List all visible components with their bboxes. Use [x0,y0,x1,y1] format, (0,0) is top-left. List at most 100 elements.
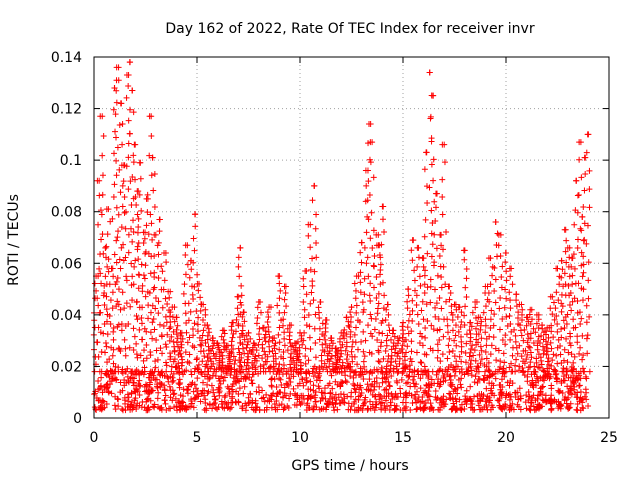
spike-point [312,340,319,347]
spike-point [417,282,424,289]
spike-point [367,280,374,287]
spike-point [449,327,456,334]
baseline-point [103,401,110,408]
baseline-point [506,391,513,398]
baseline-point [522,399,529,406]
spike-point [553,313,560,320]
baseline-point [548,406,555,413]
baseline-point [318,405,325,412]
baseline-point [463,387,470,394]
peak-point [456,304,463,311]
axis-ticks [93,56,610,419]
spike-point [280,348,287,355]
spike-point [300,337,307,344]
baseline-point [508,406,515,413]
spike-point [434,341,441,348]
spike-point [140,240,147,247]
spike-point [365,322,372,329]
spike-point [512,362,519,369]
peak-point [362,167,369,174]
peak-point [117,100,124,107]
spike-point [138,336,145,343]
baseline-point [357,392,364,399]
baseline-point [223,401,230,408]
spike-point [134,211,141,218]
baseline-point [125,394,132,401]
baseline-point [397,407,404,414]
baseline-point [391,407,398,414]
baseline-point [255,384,262,391]
spike-point [191,320,198,327]
spike-point [102,349,109,356]
spike-point [367,235,374,242]
spike-point [160,286,167,293]
spike-point [503,268,510,275]
spike-point [125,117,132,124]
baseline-point [212,404,219,411]
spike-point [427,299,434,306]
baseline-point [353,386,360,393]
spike-point [103,243,110,250]
baseline-point [261,398,268,405]
spike-point [99,231,106,238]
spike-point [426,184,433,191]
spike-point [167,350,174,357]
baseline-point [276,402,283,409]
spike-point [387,336,394,343]
spike-point [336,356,343,363]
baseline-point [211,393,218,400]
baseline-point [136,377,143,384]
spike-point [461,321,468,328]
peak-point [487,255,494,262]
spike-point [379,279,386,286]
peak-point [311,182,318,189]
baseline-point [361,363,368,370]
spike-point [272,340,279,347]
spike-point [199,358,206,365]
peak-point [235,293,242,300]
spike-point [148,172,155,179]
spike-point [201,353,208,360]
baseline-point [507,402,514,409]
x-tick-label: 0 [90,430,99,446]
baseline-point [222,392,229,399]
spike-point [370,227,377,234]
baseline-point [144,396,151,403]
spike-point [265,314,272,321]
baseline-point [311,403,318,410]
spike-point [418,333,425,340]
spike-point [446,335,453,342]
spike-point [502,332,509,339]
baseline-point [239,405,246,412]
spike-point [563,237,570,244]
baseline-point [371,386,378,393]
spike-point [568,307,575,314]
spike-point [110,346,117,353]
spike-point [130,228,137,235]
spike-point [422,267,429,274]
y-tick-label: 0.02 [51,359,82,375]
baseline-point [448,383,455,390]
baseline-point [204,381,211,388]
baseline-point [440,403,447,410]
spike-point [375,300,382,307]
spike-point [377,343,384,350]
spike-point [306,323,313,330]
spike-point [100,250,107,257]
baseline-point [425,396,432,403]
spike-point [374,310,381,317]
spike-point [119,182,126,189]
baseline-point [241,383,248,390]
baseline-point [355,396,362,403]
spike-point [499,263,506,270]
spike-point [98,236,105,243]
spike-point [189,325,196,332]
spike-point [327,355,334,362]
spike-point [147,329,154,336]
spike-point [114,234,121,241]
spike-point [235,311,242,318]
spike-point [569,281,576,288]
spike-point [417,359,424,366]
baseline-point [185,383,192,390]
spike-point [422,324,429,331]
